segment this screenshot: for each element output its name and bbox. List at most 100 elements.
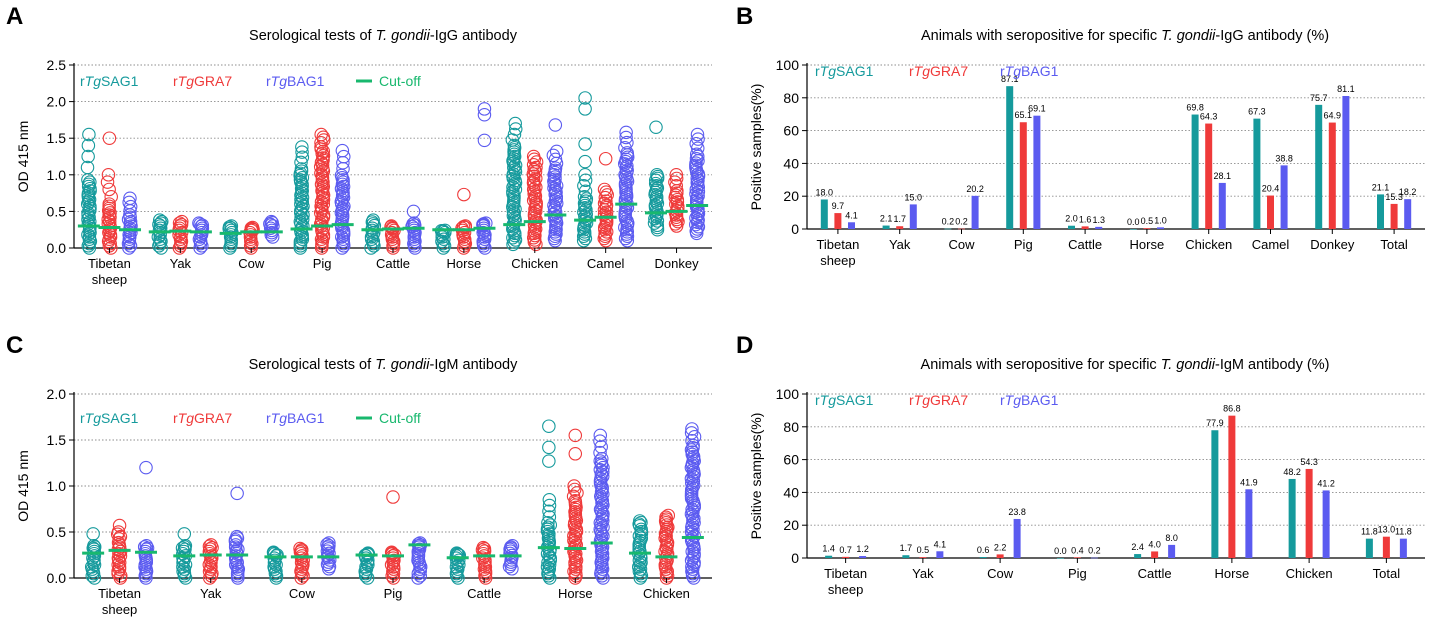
data-point-gra7 [102, 197, 116, 211]
legend-tg: Tg [85, 410, 102, 426]
data-point-sag1 [295, 140, 309, 154]
data-point-bag1 [229, 544, 244, 559]
data-point-sag1 [508, 122, 523, 136]
legend-name: SAG1 [836, 63, 874, 79]
data-point-sag1 [294, 192, 308, 207]
data-point-bag1 [595, 469, 610, 484]
data-point-gra7 [526, 149, 541, 164]
data-point-bag1 [549, 190, 564, 204]
data-point-sag1 [177, 540, 192, 554]
data-point-bag1 [684, 471, 699, 486]
data-point-sag1 [296, 199, 310, 214]
scatter-group-sag1 [290, 140, 313, 255]
data-point-gra7 [567, 516, 582, 530]
xtick-label-b: Yak [889, 237, 911, 252]
data-label-sag1: 2.0 [1065, 214, 1078, 224]
data-point-sag1 [82, 127, 96, 142]
data-point-gra7 [293, 541, 307, 556]
ytick-label-d: 60 [783, 452, 799, 468]
data-point-bag1 [684, 507, 699, 521]
legend-tg: Tg [914, 392, 931, 408]
legend-name: BAG1 [287, 73, 325, 89]
data-point-bag1 [686, 478, 701, 493]
bar-gra7 [1267, 195, 1274, 229]
data-point-sag1 [650, 218, 665, 233]
scatter-group-bag1 [189, 216, 212, 255]
ytick-label-a: 0.5 [47, 203, 67, 219]
data-point-gra7 [660, 553, 674, 568]
ytick-label-a: 0.0 [47, 240, 67, 256]
scatter-group-gra7 [311, 127, 334, 255]
ytick-label-d: 80 [783, 419, 799, 435]
data-point-bag1 [687, 516, 701, 530]
bar-gra7 [1151, 551, 1159, 558]
data-point-bag1 [335, 192, 349, 207]
data-point-bag1 [691, 184, 706, 199]
bar-gra7 [1390, 203, 1398, 229]
bar-gra7 [834, 213, 842, 229]
data-label-bag1: 1.3 [1092, 215, 1105, 225]
legend-gra7: rTgGRA7 [909, 392, 968, 408]
data-point-sag1 [542, 549, 556, 563]
data-point-gra7 [660, 546, 675, 561]
outlier-point-gra7 [112, 518, 127, 533]
data-point-gra7 [385, 569, 399, 583]
data-point-bag1 [689, 147, 704, 162]
data-point-bag1 [619, 125, 633, 140]
data-point-gra7 [204, 538, 218, 552]
data-point-bag1 [593, 445, 607, 460]
bar-sag1 [1253, 118, 1261, 229]
data-point-sag1 [507, 138, 522, 153]
scatter-group-gra7 [240, 220, 263, 255]
data-label-bag1: 8.0 [1165, 533, 1178, 543]
data-point-sag1 [507, 127, 522, 142]
data-point-bag1 [122, 195, 136, 210]
legend-gra7: rTgGRA7 [173, 73, 232, 89]
data-point-sag1 [578, 184, 593, 199]
legend-cutoff: Cut-off [379, 410, 421, 426]
data-point-bag1 [684, 426, 699, 440]
legend-bag1: rTgBAG1 [1000, 63, 1059, 79]
data-point-sag1 [295, 150, 310, 164]
data-label-sag1: 2.4 [1131, 542, 1144, 552]
scatter-group-gra7 [382, 490, 404, 585]
data-point-bag1 [193, 234, 208, 249]
xtick-label-d: Horse [1215, 566, 1250, 581]
legend-prefix: r [266, 73, 271, 89]
data-point-gra7 [314, 177, 329, 192]
data-label-gra7: 0.2 [955, 217, 968, 227]
data-point-bag1 [337, 149, 351, 164]
data-point-bag1 [335, 143, 350, 158]
data-point-bag1 [320, 537, 334, 552]
data-point-sag1 [293, 173, 308, 187]
data-point-bag1 [546, 148, 561, 163]
data-point-gra7 [659, 510, 673, 525]
ytick-label-a: 1.5 [47, 130, 67, 146]
title-italic: T. gondii [1161, 357, 1216, 373]
data-point-gra7 [103, 236, 117, 251]
ytick-label-b: 40 [783, 155, 799, 171]
data-point-bag1 [619, 130, 633, 145]
outlier-point-sag1 [177, 527, 192, 541]
data-point-bag1 [228, 558, 243, 572]
data-point-gra7 [458, 219, 473, 233]
data-label-bag1: 41.9 [1240, 477, 1258, 487]
legend-prefix: r [80, 73, 85, 89]
data-point-sag1 [452, 548, 467, 562]
ytick-label-a: 2.5 [47, 57, 67, 73]
y-axis-label-b: Positive samples(%) [748, 84, 764, 211]
data-point-sag1 [540, 560, 555, 574]
panel-d-title: Animals with seropositive for specific T… [921, 357, 1330, 373]
data-label-sag1: 1.7 [900, 543, 913, 553]
legend-gra7: rTgGRA7 [909, 63, 968, 79]
data-label-gra7: 54.3 [1300, 457, 1318, 467]
bar-bag1 [909, 204, 917, 229]
data-label-sag1: 87.1 [1001, 74, 1019, 84]
data-point-bag1 [230, 560, 244, 574]
outlier-point-sag1 [542, 419, 556, 433]
data-point-bag1 [620, 233, 635, 248]
data-point-gra7 [316, 130, 331, 145]
data-point-bag1 [593, 434, 607, 448]
data-point-sag1 [579, 203, 593, 217]
data-point-bag1 [335, 208, 350, 222]
